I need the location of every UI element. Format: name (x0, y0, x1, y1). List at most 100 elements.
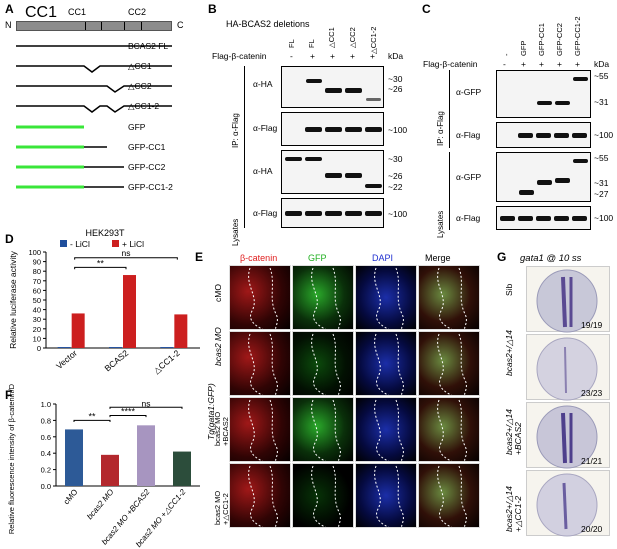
b-sign-1: + (310, 51, 315, 61)
micrograph-r3-c2 (355, 463, 417, 528)
construct-label-2: △CC2 (128, 81, 152, 91)
c-marker-2: ~100 (594, 130, 614, 140)
c-blot-lys-gfp (496, 152, 591, 202)
chart-d-ytick-label-5: 50 (33, 296, 41, 305)
g-row-0: Sib (504, 283, 514, 296)
cc1-label: CC1 (25, 4, 58, 21)
chart-d-ylabel: Relative luciferase activity (8, 250, 18, 349)
chart-f: 0.0 0.2 0.4 0.6 0.8 1.0 Relative fluorescence … (7, 384, 200, 549)
b-ip-label: IP: α-Flag (231, 113, 240, 148)
micrograph-outline-r3-c0 (248, 465, 278, 527)
chart-d: HEK293T- LiCl + LiCl 010203040506070809010… (8, 228, 200, 376)
micrograph-outline-r1-c3 (437, 333, 467, 395)
chart-f-bar-0 (65, 429, 83, 486)
c-sign-0: - (503, 59, 506, 69)
micrograph-r1-c2 (355, 331, 417, 396)
b-marker-5: ~22 (388, 182, 403, 192)
chart-d-title: HEK293T (85, 228, 125, 238)
chart-d-legend-label-0: - LiCl (70, 239, 90, 249)
micrograph-r2-c1 (292, 397, 354, 462)
c-row-label: Flag-β-catenin (423, 59, 478, 69)
b-lysates-label: Lysates (231, 218, 240, 246)
chart-d-ytick-label-9: 90 (33, 258, 41, 267)
chart-d-ytick-label-4: 40 (33, 306, 41, 315)
c-lane-2: GFP-CC1 (537, 23, 546, 56)
micrograph-r1-c1 (292, 331, 354, 396)
chart-d-ytick-label-6: 60 (33, 286, 41, 295)
b-sign-4: + (370, 51, 375, 61)
c-blot-ip-flag (496, 122, 591, 148)
panel-label-e: E (195, 250, 204, 264)
chart-d-ytick-label-1: 10 (33, 334, 41, 343)
c-marker-6: ~100 (594, 213, 614, 223)
micrograph-r0-c3 (418, 265, 480, 330)
chart-d-legend-swatch-1 (112, 240, 119, 247)
construct-label-6: GFP-CC2 (128, 162, 166, 172)
micrograph-r2-c3 (418, 397, 480, 462)
micrograph-outline-r3-c1 (311, 465, 341, 527)
g-row-1: bcas2+/△14 (504, 330, 514, 376)
cc1-text: CC1 (68, 7, 87, 17)
construct-diagram (16, 45, 172, 189)
c-sign-4: + (575, 59, 580, 69)
b-marker-0: ~30 (388, 74, 403, 84)
chart-f-bar-1 (101, 454, 119, 486)
n-terminus-label: N (5, 20, 12, 30)
chart-d-bar-0-0 (57, 347, 71, 348)
c-kda: kDa (594, 59, 610, 69)
c-marker-3: ~55 (594, 153, 609, 163)
chart-f-bracket-ns (109, 406, 183, 409)
e-row-1: bcas2 MO (213, 327, 223, 366)
chart-d-sig-label: ** (97, 258, 105, 268)
c-blot-label-2: α-GFP (456, 172, 482, 182)
c-lane-4: GFP-CC1-2 (573, 16, 582, 56)
b-blot-label-0: α-HA (253, 79, 273, 89)
cc2-text: CC2 (128, 7, 147, 17)
micrograph-outline-r2-c1 (311, 399, 341, 461)
micrograph-r3-c3 (418, 463, 480, 528)
c-lane-0: - (502, 53, 511, 57)
b-blot-label-3: α-Flag (253, 208, 278, 218)
b-sign-2: + (330, 51, 335, 61)
chart-d-bracket-ns (74, 257, 178, 260)
chart-f-sig1: ** (88, 412, 96, 422)
e-row-2: bcas2 MO +BCAS2 (213, 411, 230, 446)
micrograph-r2-c0 (229, 397, 291, 462)
b-sign-0: - (290, 51, 293, 61)
micrograph-outline-r0-c1 (311, 267, 341, 329)
construct-line-dcc12 (16, 105, 172, 113)
chart-f-xtick-label-0: cMO (62, 488, 80, 507)
chart-f-xtick-label-1: bcas2 MO (85, 488, 115, 522)
bcas2-domain-schematic (16, 21, 172, 31)
panel-b-header: HA-BCAS2 deletions (226, 19, 310, 29)
b-marker-6: ~100 (388, 209, 408, 219)
micrograph-outline-r0-c0 (248, 267, 278, 329)
micrograph-outline-r0-c3 (437, 267, 467, 329)
chart-d-bar-2-1 (174, 314, 188, 348)
b-marker-1: ~26 (388, 84, 403, 94)
g-title: gata1 @ 10 ss (520, 253, 582, 264)
chart-f-ytick-label-3: 0.6 (41, 433, 51, 442)
c-sign-3: + (557, 59, 562, 69)
c-ip-label: IP: α-Flag (436, 111, 445, 146)
chart-d-ytick-label-7: 70 (33, 277, 41, 286)
g-count-2: 21/21 (581, 456, 603, 466)
g-count-1: 23/23 (581, 388, 603, 398)
panel-label-f: F (5, 388, 13, 402)
chart-f-ytick-label-4: 0.8 (41, 416, 51, 425)
micrograph-r0-c1 (292, 265, 354, 330)
c-blot-lys-flag (496, 206, 591, 230)
chart-d-bracket-sig (74, 266, 127, 270)
panel-label-d: D (5, 232, 14, 246)
chart-f-ylabel: Relative fluorescence intensity of β-cat… (7, 384, 16, 534)
micrograph-outline-r3-c2 (374, 465, 404, 527)
e-col-2: DAPI (372, 253, 394, 263)
chart-d-ytick-label-0: 0 (37, 344, 41, 353)
chart-d-xtick-label-0: Vector (54, 348, 79, 371)
construct-label-0: BCAS2 FL (128, 41, 169, 51)
c-lysates-label: Lysates (436, 210, 445, 238)
construct-label-4: GFP (128, 122, 146, 132)
g-count-0: 19/19 (581, 320, 603, 330)
micrograph-r1-c0 (229, 331, 291, 396)
micrograph-outline-r1-c0 (248, 333, 278, 395)
